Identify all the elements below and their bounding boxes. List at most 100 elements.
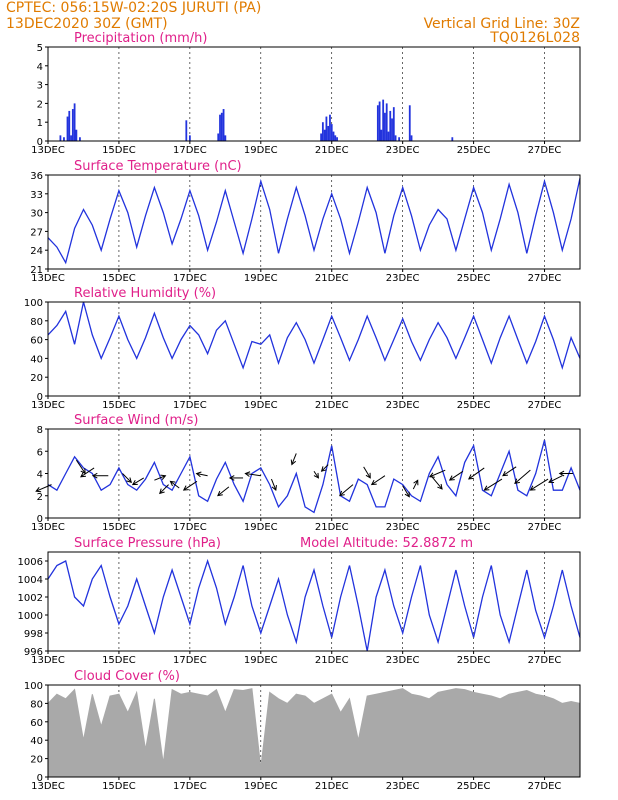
- wind-arrow: [122, 473, 133, 484]
- x-tick-label: 19DEC: [244, 400, 278, 411]
- cloud-cover-area: [47, 688, 581, 778]
- x-tick-label: 27DEC: [528, 781, 562, 792]
- x-tick-label: 19DEC: [244, 655, 278, 666]
- precip-bar: [398, 137, 401, 141]
- humidity-title: Relative Humidity (%): [74, 286, 216, 301]
- y-tick-label: 1: [37, 118, 43, 129]
- precip-bar: [224, 135, 227, 141]
- precip-bar: [220, 112, 223, 141]
- model-code: TQ0126L028: [489, 30, 580, 46]
- wind-arrow: [169, 480, 180, 489]
- y-tick-label: 8: [37, 425, 43, 436]
- precip-bar: [219, 114, 221, 141]
- y-tick-label: 100: [24, 298, 43, 309]
- x-tick-label: 27DEC: [528, 522, 562, 533]
- x-tick-label: 27DEC: [528, 273, 562, 284]
- x-tick-label: 13DEC: [31, 781, 65, 792]
- precip-bar: [321, 122, 324, 141]
- wind-arrow: [35, 484, 52, 493]
- wind-title: Surface Wind (m/s): [74, 413, 198, 428]
- precip-bar: [79, 137, 81, 141]
- cloud-frame: [47, 684, 581, 778]
- grid-note: Vertical Grid Line: 30Z: [424, 16, 580, 32]
- wind-arrow: [514, 469, 531, 485]
- x-tick-label: 19DEC: [244, 273, 278, 284]
- precip-bar: [327, 125, 330, 141]
- pressure-title: Surface Pressure (hPa): [74, 536, 221, 551]
- precipitation-panel: Precipitation (mm/h) 13DEC 15DEC 17DEC 19DEC…: [31, 31, 581, 156]
- x-tick-label: 21DEC: [315, 781, 349, 792]
- y-tick-label: 1000: [18, 611, 43, 622]
- wind-arrow: [75, 459, 86, 475]
- x-tick-label: 25DEC: [457, 273, 491, 284]
- y-tick-label: 996: [24, 647, 43, 658]
- precip-bar: [217, 133, 220, 141]
- x-tick-label: 21DEC: [315, 655, 349, 666]
- x-tick-label: 17DEC: [173, 400, 207, 411]
- precip-bar: [378, 101, 381, 141]
- x-tick-label: 19DEC: [244, 522, 278, 533]
- cloud-title: Cloud Cover (%): [74, 669, 180, 684]
- wind-arrow: [320, 464, 329, 472]
- precip-bar: [59, 135, 62, 141]
- wind-arrow: [402, 485, 410, 498]
- y-tick-label: 80: [30, 699, 43, 710]
- precip-bar: [330, 124, 333, 141]
- precip-bar: [185, 120, 188, 141]
- y-tick-label: 30: [30, 209, 43, 220]
- y-tick-label: 40: [30, 354, 43, 365]
- precip-bar: [385, 103, 388, 141]
- wind-arrow: [217, 486, 230, 497]
- temperature-panel: Surface Temperature (nC) 13DEC 15DEC 17DEC 1…: [30, 159, 581, 284]
- y-tick-label: 0: [37, 137, 43, 148]
- precip-bar: [222, 109, 225, 141]
- humidity-panel: Relative Humidity (%) 13DEC 15DEC 17DEC 19DE…: [24, 286, 581, 411]
- precip-bar: [410, 135, 413, 141]
- x-tick-label: 15DEC: [102, 522, 136, 533]
- precip-bar: [66, 116, 69, 141]
- y-tick-label: 998: [24, 629, 43, 640]
- x-tick-label: 21DEC: [315, 273, 349, 284]
- y-tick-label: 27: [30, 227, 43, 238]
- precip-bar: [387, 131, 390, 141]
- wind-arrow: [195, 471, 208, 478]
- precipitation-frame: [47, 46, 581, 142]
- wind-arrow: [80, 467, 95, 478]
- x-tick-label: 25DEC: [457, 522, 491, 533]
- x-tick-label: 15DEC: [102, 781, 136, 792]
- humidity-frame: [47, 301, 581, 397]
- x-tick-label: 15DEC: [102, 145, 136, 156]
- wind-line: [47, 439, 581, 514]
- y-tick-label: 2: [37, 492, 43, 503]
- x-tick-label: 23DEC: [386, 400, 420, 411]
- precip-bar: [451, 137, 454, 141]
- wind-arrow: [131, 477, 145, 486]
- wind-arrow: [244, 471, 261, 477]
- precip-bar: [380, 129, 383, 141]
- pressure-line: [47, 558, 581, 652]
- x-tick-label: 25DEC: [457, 781, 491, 792]
- wind-arrow: [502, 466, 517, 477]
- x-tick-label: 27DEC: [528, 145, 562, 156]
- wind-arrow: [558, 470, 573, 477]
- wind-arrow: [428, 469, 446, 478]
- y-tick-label: 4: [37, 62, 43, 73]
- temperature-frame: [47, 174, 581, 270]
- cloud-panel: Cloud Cover (%) 13DEC 15DEC 17DEC 19DEC 21DEC…: [24, 669, 581, 792]
- wind-arrow: [313, 470, 319, 479]
- x-tick-label: 13DEC: [31, 273, 65, 284]
- wind-arrow: [548, 475, 563, 484]
- x-tick-label: 21DEC: [315, 145, 349, 156]
- precip-bar: [408, 105, 411, 141]
- x-tick-label: 15DEC: [102, 400, 136, 411]
- x-tick-label: 13DEC: [31, 522, 65, 533]
- x-tick-label: 19DEC: [244, 145, 278, 156]
- x-tick-label: 27DEC: [528, 655, 562, 666]
- x-tick-label: 15DEC: [102, 655, 136, 666]
- wind-arrow: [270, 478, 277, 492]
- wind-arrow: [412, 479, 419, 490]
- y-tick-label: 60: [30, 336, 43, 347]
- wind-arrow: [370, 475, 386, 486]
- x-tick-label: 17DEC: [173, 273, 207, 284]
- pressure-frame: [47, 551, 581, 652]
